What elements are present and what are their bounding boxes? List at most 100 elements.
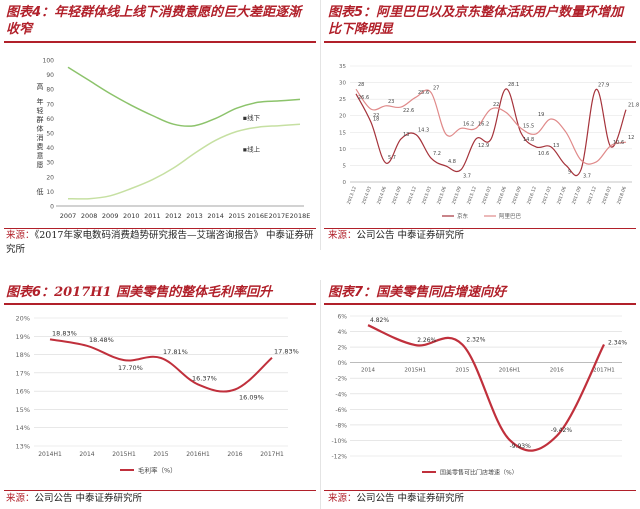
chart-5-x-tick-label: 2016.09 [511, 186, 523, 206]
chart-5-data-label: 26.6 [358, 95, 369, 101]
chart-6-y-tick-label: 16% [16, 388, 30, 396]
chart-4-series-line-1 [67, 123, 301, 200]
chart-7-y-tick-label: -4% [335, 391, 347, 398]
chart-5-source-text: 公司公告 中泰证券研究所 [356, 230, 465, 241]
chart-5-data-label: 18 [373, 116, 379, 122]
chart-5-data-label: 14.3 [418, 128, 429, 134]
chart-6-svg: 13% 14% 15% 16% 17% 18% 19% 20% 2014H1 2014 2015H1… [16, 315, 299, 475]
panel-chart-5: 图表5：阿里巴巴以及京东整体活跃用户数量环增加比下降明显 0 5 10 15 20 25 3… [322, 0, 640, 250]
chart-5-data-label: 13 [403, 132, 409, 138]
chart-5-data-label: 12 [628, 135, 634, 141]
chart-7-data-label: -9.93% [510, 443, 532, 450]
chart-6-source: 来源：公司公告 中泰证券研究所 [6, 492, 314, 506]
chart-4-bottom-rule [4, 228, 316, 229]
panel-chart-7: 图表7：国美零售同店增速向好 -12% -10% -8% -6% -4% -2% 0% 2% 4… [322, 280, 640, 509]
chart-4-y-tick-label: 40 [46, 145, 54, 152]
chart-7-x-tick-label: 2016H1 [499, 368, 521, 374]
chart-5-x-tick-label: 2016.06 [496, 186, 508, 206]
chart-5-y-tick-label: 0 [343, 180, 347, 186]
chart-7-series-line [367, 324, 605, 452]
chart-4-y-axis-label: 年轻群体消费意愿 [37, 97, 44, 169]
chart-5-data-label: 5.7 [388, 155, 396, 161]
chart-5-top-rule [324, 41, 636, 43]
chart-5-x-tick-label: 2017.12 [586, 186, 598, 206]
chart-5-data-label: 13 [553, 143, 559, 149]
chart-7-title: 图表7：国美零售同店增速向好 [328, 284, 636, 301]
chart-6-data-label: 17.81% [163, 348, 188, 356]
chart-4-source-label: 来源： [6, 230, 35, 241]
chart-5-x-tick-label: 2018.06 [616, 186, 628, 206]
chart-6-legend-label: 毛利率（%） [138, 466, 177, 475]
chart-6-data-label: 18.48% [89, 336, 114, 344]
vertical-separator-bottom [320, 280, 321, 509]
chart-4-y-tick-label: 10 [46, 189, 54, 196]
chart-4-title: 图表4：年轻群体线上线下消费意愿的巨大差距逐渐收窄 [6, 4, 314, 38]
chart-7-x-tick-label: 2016 [550, 368, 564, 374]
chart-7-bottom-rule [324, 490, 636, 491]
chart-7-data-label: 2.32% [466, 337, 485, 344]
chart-5-y-tick-label: 5 [343, 163, 347, 169]
chart-5-y-tick-label: 30 [339, 81, 346, 87]
chart-6-title-prefix: 图表 [6, 285, 33, 300]
chart-7-source-text: 公司公告 中泰证券研究所 [356, 493, 465, 504]
chart-5-data-label: 15.5 [523, 124, 534, 130]
chart-6-data-label: 17.83% [274, 348, 299, 356]
chart-6-bottom-rule [4, 490, 316, 491]
chart-5-x-tick-label: 2016.12 [526, 186, 538, 206]
chart-5-series-line-0 [355, 88, 627, 177]
chart-5-x-tick-label: 2015.06 [436, 186, 448, 206]
chart-5-data-label: 3.7 [583, 174, 591, 180]
chart-6-data-label: 16.09% [239, 393, 264, 401]
chart-6-y-tick-label: 13% [16, 443, 30, 451]
chart-5-data-label: 23 [388, 99, 394, 105]
chart-4-series-label-offline: ▪线下 [243, 113, 261, 122]
chart-5-data-label: 16.2 [478, 121, 489, 127]
chart-6-y-tick-label: 17% [16, 369, 30, 377]
chart-5-data-label: 27.9 [598, 83, 609, 89]
chart-4-series-label-online: ▪线上 [243, 145, 261, 154]
chart-4-y-tick-label: 30 [46, 160, 54, 167]
chart-7-svg: -12% -10% -8% -6% -4% -2% 0% 2% 4% 6% 2014 2015H1 20… [331, 314, 627, 477]
chart-5-source: 来源：公司公告 中泰证券研究所 [328, 229, 636, 243]
chart-5-x-tick-label: 2015.03 [421, 186, 433, 206]
chart-5-data-label: 10.6 [538, 151, 549, 157]
chart-5-data-label: 28.1 [508, 82, 519, 88]
chart-7-legend-label: 国美零售可比门店增速（%） [440, 469, 518, 477]
chart-4-title-prefix: 图表 [6, 5, 33, 20]
chart-7-y-tick-label: -2% [335, 376, 347, 383]
chart-5-x-tick-label: 2017.09 [571, 186, 583, 206]
chart-6-x-tick-label: 2016H1 [186, 451, 210, 458]
chart-4-x-tick-label: 2018E [290, 212, 311, 220]
vertical-separator-top [320, 0, 321, 250]
chart-7-x-tick-label: 2015 [455, 368, 469, 374]
chart-5-data-label: 5 [568, 169, 571, 175]
chart-7-data-label: 4.82% [370, 317, 389, 324]
chart-4-top-rule [4, 41, 316, 43]
chart-6-x-tick-label: 2014 [79, 451, 94, 458]
chart-5-data-label: 16.2 [463, 121, 474, 127]
chart-4-series-line-0 [67, 66, 301, 127]
chart-4-y-tick-label: 90 [46, 72, 54, 79]
chart-5-data-label: 21.8 [628, 103, 639, 109]
chart-7-y-tick-label: 6% [337, 314, 347, 321]
chart-5-x-tick-label: 2015.09 [451, 186, 463, 206]
chart-6-x-tick-label: 2014H1 [38, 451, 62, 458]
chart-5-x-tick-label: 2017.06 [556, 186, 568, 206]
chart-5-data-label: 22 [373, 113, 379, 119]
chart-6-data-label: 17.70% [118, 364, 143, 372]
chart-5-x-tick-label: 2014.06 [376, 186, 388, 206]
chart-5-title-prefix: 图表 [328, 5, 355, 20]
chart-6-series-line [49, 338, 273, 393]
chart-4-source: 来源：《2017年家电数码消费趋势研究报告—艾瑞咨询报告》 中泰证券研究所 [6, 229, 314, 257]
chart-5-title-text: ：阿里巴巴以及京东整体活跃用户数量环增加比下降明显 [328, 5, 624, 37]
chart-6-top-rule [4, 303, 316, 305]
chart-4-x-tick-label: 2007 [60, 212, 77, 220]
chart-6-y-tick-label: 18% [16, 351, 30, 359]
chart-5-data-label: 28 [358, 82, 364, 88]
chart-5-x-tick-label: 2015.12 [466, 186, 478, 206]
chart-5-data-label: 27 [433, 86, 439, 92]
chart-6-source-label: 来源： [6, 493, 35, 504]
chart-4-svg: 0 10 20 30 40 50 60 70 80 90 100 高低 年轻群体消费意愿 2007 2008… [37, 58, 311, 221]
chart-5-x-tick-label: 2017.03 [541, 186, 553, 206]
